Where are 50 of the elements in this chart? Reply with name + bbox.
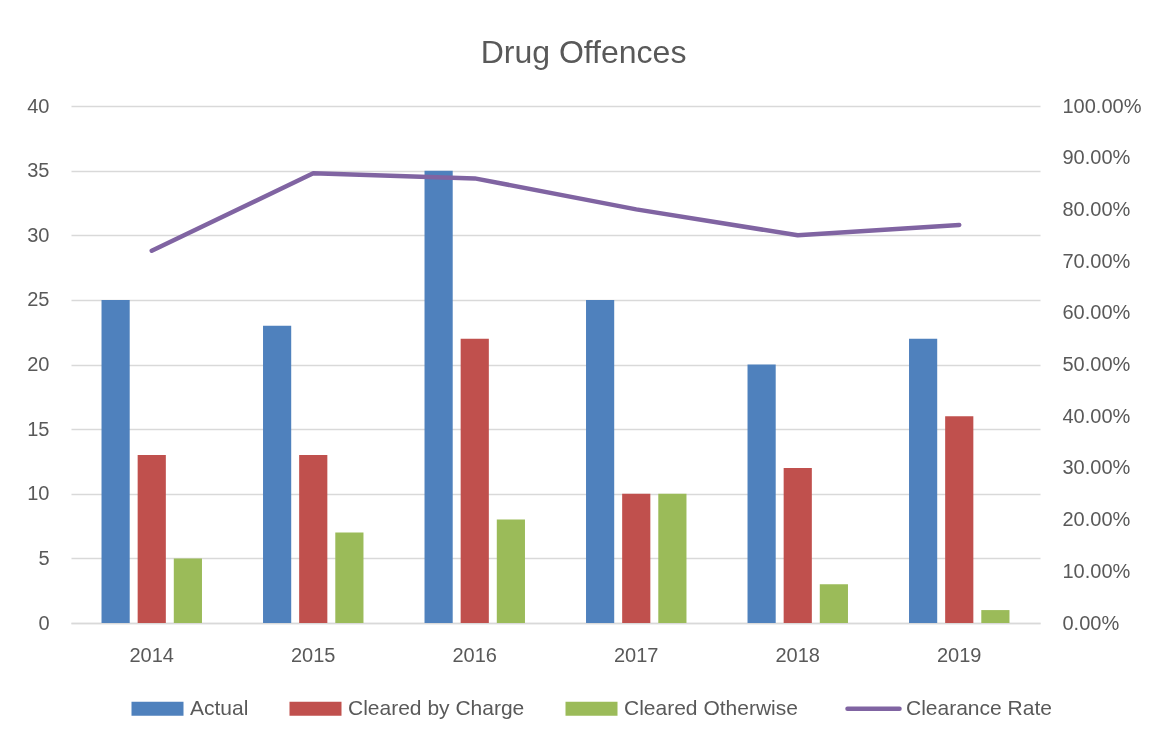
- y2-tick-label: 20.00%: [1062, 508, 1131, 531]
- y2-tick-label: 50.00%: [1062, 353, 1131, 375]
- bar: [747, 364, 776, 623]
- y-tick-label: 40: [27, 94, 50, 117]
- line-series: [149, 170, 962, 254]
- x-tick-label: 2016: [452, 643, 497, 666]
- bar: [945, 416, 974, 623]
- legend-label: Actual: [190, 695, 249, 719]
- y2-tick-label: 30.00%: [1062, 456, 1131, 479]
- x-tick-label: 2017: [614, 643, 659, 666]
- x-tick-label: 2015: [291, 643, 336, 666]
- y2-tick-label: 100.00%: [1062, 94, 1142, 117]
- y-tick-label: 30: [27, 223, 50, 246]
- bar: [263, 325, 292, 623]
- bar: [622, 493, 651, 623]
- x-tick-label: 2018: [775, 643, 820, 666]
- y-tick-label: 20: [27, 353, 50, 375]
- bar: [909, 338, 938, 623]
- legend-label: Clearance Rate: [906, 695, 1052, 719]
- bar: [783, 467, 812, 623]
- y-tick-label: 35: [27, 159, 50, 182]
- y-tick-label: 10: [27, 482, 50, 505]
- bar: [424, 170, 453, 623]
- y-tick-label: 25: [27, 288, 50, 311]
- y2-tick-label: 0.00%: [1062, 611, 1120, 634]
- y2-tick-label: 40.00%: [1062, 404, 1131, 427]
- y2-tick-label: 60.00%: [1062, 301, 1131, 324]
- y2-tick-label: 90.00%: [1062, 146, 1131, 169]
- x-tick-label: 2019: [937, 643, 982, 666]
- y2-tick-label: 10.00%: [1062, 559, 1131, 582]
- y2-tick-label: 80.00%: [1062, 197, 1131, 220]
- y-tick-label: 0: [38, 611, 50, 634]
- bar: [299, 454, 328, 623]
- chart-title: Drug Offences: [480, 34, 687, 70]
- bar: [101, 299, 130, 623]
- bar: [981, 610, 1010, 623]
- bar: [137, 454, 166, 623]
- bar: [586, 299, 615, 623]
- bar: [658, 493, 687, 623]
- legend-label: Cleared Otherwise: [624, 695, 798, 719]
- bar: [496, 519, 525, 623]
- y-tick-label: 5: [38, 546, 50, 569]
- x-tick-label: 2014: [129, 643, 174, 666]
- bar: [173, 558, 202, 623]
- legend-label: Cleared by Charge: [348, 695, 525, 719]
- bar: [460, 338, 489, 623]
- y2-tick-label: 70.00%: [1062, 249, 1131, 272]
- bar: [335, 532, 364, 623]
- y-tick-label: 15: [27, 417, 50, 440]
- bar: [819, 584, 848, 623]
